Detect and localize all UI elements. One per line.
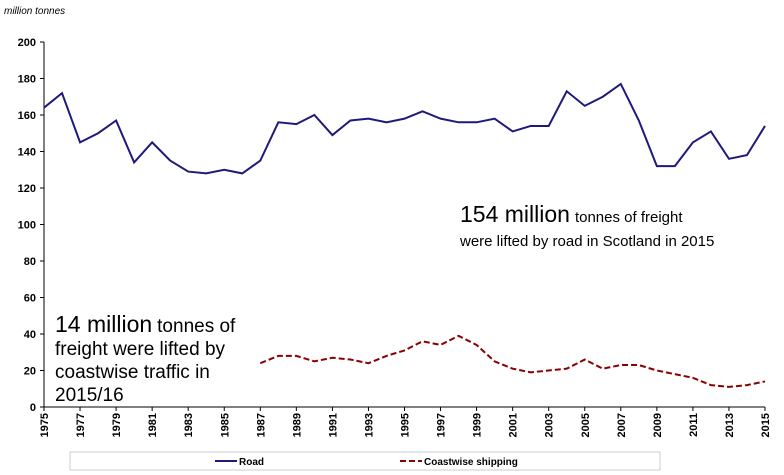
y-tick-label: 60 <box>24 293 36 305</box>
y-tick-label: 80 <box>24 256 36 268</box>
x-tick-label: 1995 <box>400 413 412 437</box>
y-tick-label: 160 <box>18 110 36 122</box>
annotation-line: were lifted by road in Scotland in 2015 <box>459 233 714 250</box>
y-tick-label: 120 <box>18 183 36 195</box>
annotation-emphasis: 154 million <box>460 201 570 227</box>
annotation-emphasis: 14 million <box>55 311 152 337</box>
y-tick-label: 180 <box>18 74 36 86</box>
annotation-line: tonnes of freight <box>575 209 683 226</box>
x-tick-label: 1977 <box>75 413 87 437</box>
x-tick-label: 1997 <box>436 413 448 437</box>
x-tick-label: 1985 <box>219 413 231 437</box>
legend-label: Road <box>239 457 264 468</box>
annotation-line: 2015/16 <box>55 385 124 406</box>
y-tick-label: 0 <box>30 402 36 414</box>
y-tick-label: 40 <box>24 329 36 341</box>
x-tick-label: 2009 <box>652 413 664 437</box>
x-tick-label: 2011 <box>688 413 700 437</box>
x-tick-label: 1989 <box>291 413 303 437</box>
x-tick-label: 2003 <box>544 413 556 437</box>
x-tick-label: 1991 <box>327 413 339 437</box>
x-tick-label: 1975 <box>39 413 51 437</box>
x-tick-label: 1987 <box>255 413 267 437</box>
annotation-line: tonnes of <box>157 316 236 337</box>
y-axis-label: million tonnes <box>4 6 65 17</box>
legend-box <box>69 451 661 471</box>
y-tick-label: 100 <box>18 220 36 232</box>
series-line <box>259 334 766 388</box>
y-tick-label: 200 <box>18 37 36 49</box>
x-tick-label: 2005 <box>580 413 592 437</box>
y-tick-label: 140 <box>18 147 36 159</box>
annotation-line: freight were lifted by <box>55 339 226 360</box>
x-tick-label: 2001 <box>508 413 520 437</box>
x-tick-label: 1979 <box>111 413 123 437</box>
x-tick-label: 1993 <box>363 413 375 437</box>
x-tick-label: 1981 <box>147 413 159 437</box>
x-tick-label: 2007 <box>616 413 628 437</box>
x-tick-label: 1983 <box>183 413 195 437</box>
legend-label: Coastwise shipping <box>424 457 518 468</box>
annotation: 154 million tonnes of freight were lifted … <box>459 201 714 250</box>
annotation-line: coastwise traffic in <box>55 362 210 383</box>
x-tick-label: 2013 <box>724 413 736 437</box>
annotation: 14 million tonnes of freight were lifted b… <box>55 311 236 406</box>
x-tick-label: 2015 <box>760 413 772 437</box>
series-line <box>43 82 766 175</box>
x-tick-label: 1999 <box>472 413 484 437</box>
y-tick-label: 20 <box>24 366 36 378</box>
